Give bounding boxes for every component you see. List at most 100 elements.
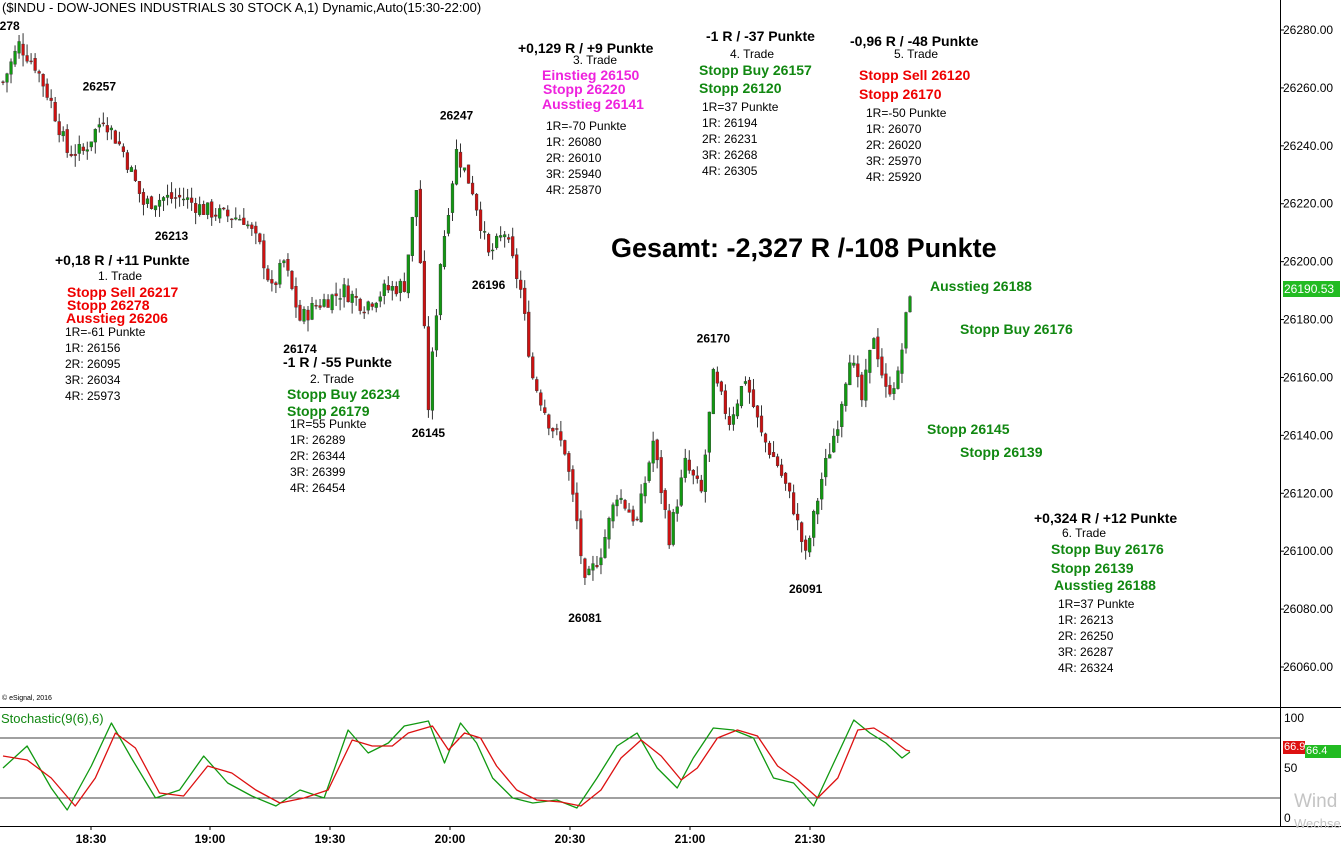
- trade-6-exit: Ausstieg 26188: [1054, 577, 1156, 593]
- candle-body: [663, 490, 667, 510]
- candle-body: [362, 311, 366, 314]
- candle-body: [747, 379, 752, 393]
- candle-body: [266, 268, 270, 281]
- candle-body: [482, 231, 487, 233]
- candle-body: [129, 167, 134, 172]
- candle-body: [350, 293, 354, 303]
- trade-4-target-3: 3R: 26268: [702, 148, 758, 162]
- swing-label: 26145: [412, 426, 446, 440]
- candle-body: [29, 60, 33, 63]
- candle-body: [856, 363, 860, 378]
- candle-body: [667, 510, 671, 546]
- candle-body: [824, 458, 828, 478]
- candle-body: [735, 403, 740, 417]
- candle-body: [888, 384, 892, 395]
- stochastic-line: [2, 719, 911, 811]
- candle-body: [173, 197, 178, 199]
- candle-body: [523, 287, 527, 314]
- trade-1-risk: 1R=-61 Punkte: [65, 325, 146, 339]
- trade-2-header: -1 R / -55 Punkte: [283, 354, 392, 370]
- candle-body: [77, 143, 81, 154]
- candle-body: [410, 216, 414, 256]
- stochastic-line: [2, 725, 911, 807]
- stochastic-tick-label: 50: [1284, 761, 1298, 775]
- trade-3-entry: Einstieg 26150: [542, 67, 640, 83]
- candle-body: [5, 73, 9, 83]
- candle-body: [73, 153, 77, 156]
- candle-body: [414, 190, 418, 218]
- candle-body: [230, 218, 234, 221]
- candle-body: [804, 539, 808, 551]
- candle-body: [366, 301, 370, 311]
- trade-5-entry: Stopp Sell 26120: [859, 67, 971, 83]
- candle-body: [250, 224, 254, 229]
- candle-body: [711, 369, 715, 415]
- candle-body: [109, 127, 113, 131]
- candle-body: [462, 167, 467, 171]
- candle-body: [860, 374, 864, 401]
- trade-3-target-1: 1R: 26080: [546, 135, 602, 149]
- candle-body: [699, 479, 703, 492]
- price-axis: 26060.00 26080.00 26100.00 26120.00 26140.00…: [1280, 23, 1333, 674]
- candle-body: [719, 381, 723, 392]
- candle-body: [334, 293, 338, 297]
- candle-body: [161, 197, 166, 201]
- candle-body: [262, 240, 266, 269]
- chart-frame: [0, 0, 1341, 827]
- candle-body: [222, 207, 226, 210]
- candle-body: [382, 283, 386, 296]
- candle-body: [603, 537, 607, 558]
- swing-label: 26170: [697, 332, 731, 346]
- candle-body: [559, 431, 563, 441]
- candle-body: [218, 208, 222, 219]
- candle-body: [491, 249, 495, 252]
- trade-4-target-4: 4R: 26305: [702, 164, 758, 178]
- candle-body: [394, 286, 398, 295]
- candle-body: [470, 182, 475, 195]
- swing-label: 26278: [0, 19, 20, 33]
- candle-body: [386, 285, 390, 291]
- candle-body: [298, 304, 302, 321]
- candle-body: [836, 429, 840, 436]
- candle-body: [743, 381, 748, 384]
- candle-body: [181, 198, 186, 201]
- candle-body: [117, 141, 121, 145]
- candle-body: [254, 225, 258, 234]
- time-tick-label: 21:00: [675, 832, 706, 846]
- price-tick-label: 26280.00: [1283, 23, 1333, 37]
- candle-body: [9, 61, 13, 75]
- candle-body: [194, 203, 198, 213]
- candle-body: [190, 197, 194, 203]
- trade-6-target-4: 4R: 26324: [1058, 661, 1114, 675]
- time-axis: 18:30 19:00 19:30 20:00 20:30 21:00 21:30: [76, 826, 826, 846]
- swing-label: 26081: [568, 611, 602, 625]
- swing-label: 26213: [155, 229, 189, 243]
- price-tick-label: 26080.00: [1283, 602, 1333, 616]
- candle-body: [153, 205, 158, 211]
- price-candles: [1, 33, 912, 585]
- trade-1-stop: Stopp 26278: [67, 297, 150, 313]
- candle-body: [354, 295, 358, 298]
- candle-body: [474, 193, 479, 211]
- candle-body: [97, 124, 101, 128]
- time-tick-label: 18:30: [76, 832, 107, 846]
- candle-body: [615, 499, 619, 507]
- chart-title: ($INDU - DOW-JONES INDUSTRIALS 30 STOCK …: [2, 0, 482, 15]
- candle-body: [358, 298, 362, 311]
- candle-body: [141, 192, 146, 205]
- candle-body: [631, 509, 635, 522]
- trade-3-target-4: 4R: 25870: [546, 183, 602, 197]
- candle-body: [93, 129, 97, 143]
- candle-body: [1, 81, 5, 83]
- copyright-text: © eSignal, 2016: [2, 695, 52, 702]
- trade-5-target-1: 1R: 26070: [866, 122, 922, 136]
- candle-body: [691, 469, 695, 476]
- price-tick-label: 26140.00: [1283, 428, 1333, 442]
- candle-body: [551, 428, 555, 432]
- trade-2-target-1: 1R: 26289: [290, 433, 346, 447]
- candle-body: [278, 263, 282, 285]
- candle-body: [177, 194, 182, 198]
- candle-body: [306, 309, 310, 321]
- candle-body: [840, 403, 844, 428]
- candle-body: [406, 254, 410, 294]
